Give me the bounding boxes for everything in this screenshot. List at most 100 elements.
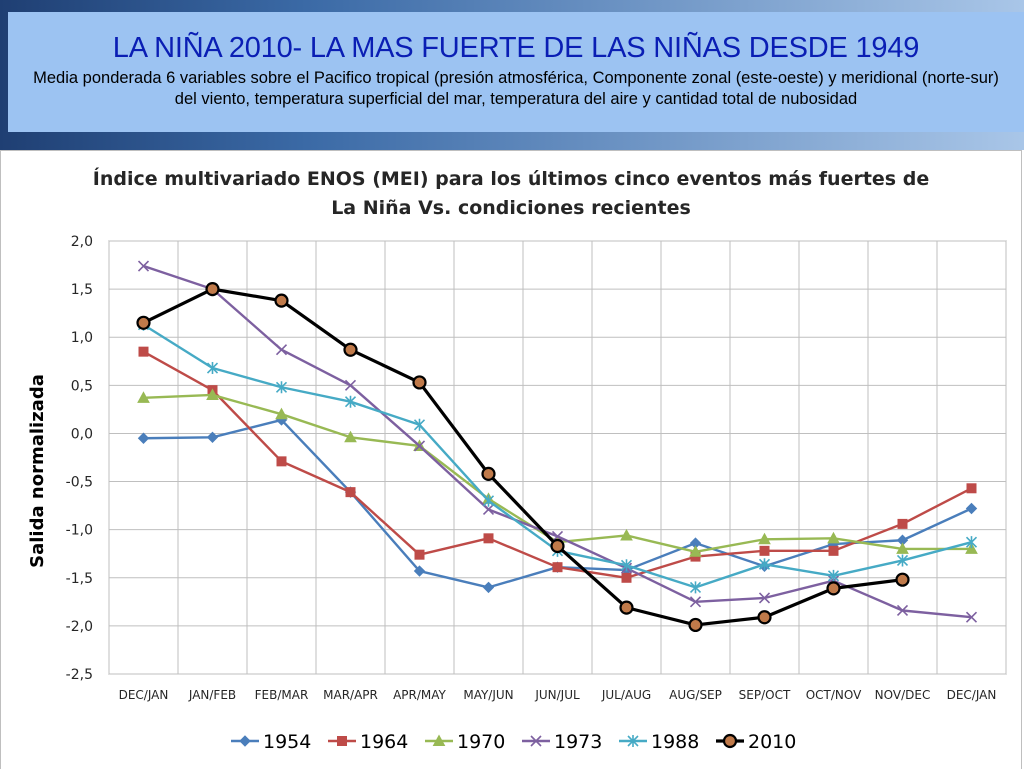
square-shape [759,545,770,556]
slide-subtitle: Media ponderada 6 variables sobre el Pac… [33,69,999,108]
triangle-marker [344,430,357,443]
x-shape [413,440,426,452]
y-tick-label: -0,5 [66,475,93,491]
x-shape [137,260,150,272]
square-shape [483,533,494,544]
star-marker [758,558,771,571]
x-marker [530,735,542,747]
triangle-marker [965,542,978,554]
circle-shape [412,375,427,390]
triangle-shape [827,531,840,544]
circle-marker [343,342,358,357]
legend-item-1964: 1964 [328,731,408,753]
star-shape [827,569,840,582]
slide-title: LA NIÑA 2010- LA MAS FUERTE DE LAS NIÑAS… [112,32,920,64]
mei-line-chart: 2,0 1,5 1,0 0,5 0,0 -0,5 -1,0 -1,5 -2,0 -2,5 DEC/J… [27,167,1007,753]
circle-marker [722,733,738,749]
x-marker [275,344,288,356]
circle-marker [688,617,703,633]
square-marker [483,533,494,544]
square-marker [414,549,425,560]
star-shape [482,494,495,507]
triangle-marker [620,528,633,541]
square-marker [759,545,770,556]
star-marker [344,395,357,408]
diamond-marker [137,432,150,444]
plot-area: 2,0 1,5 1,0 0,5 0,0 -0,5 -1,0 -1,5 -2,0 -2,5 DEC/J… [66,234,1007,702]
star-shape [896,554,909,567]
x-marker [965,611,978,623]
legend-item-1970: 1970 [425,731,505,753]
star-marker [482,494,495,507]
series-line-2010 [142,287,903,627]
x-tick-label: NOV/DEC [875,688,931,702]
square-shape [337,736,347,746]
diamond-shape [413,565,426,577]
y-tick-label: -1,0 [66,523,93,539]
diamond-marker [206,431,219,444]
star-shape [965,536,978,549]
diamond-marker [239,735,251,747]
square-shape [552,562,563,573]
circle-marker [274,293,289,308]
triangle-shape [965,542,978,554]
square-shape [276,456,287,467]
triangle-shape [620,528,633,541]
y-tick-label: -2,0 [66,619,93,635]
star-marker [827,569,840,582]
circle-marker [757,610,772,625]
square-shape [621,572,632,583]
y-tick-label: -2,5 [66,667,93,683]
chart-frame: 2,0 1,5 1,0 0,5 0,0 -0,5 -1,0 -1,5 -2,0 -2,5 DEC/J… [0,150,1022,769]
x-marker [344,379,357,391]
x-tick-label: DEC/JAN [119,688,169,702]
triangle-marker [896,542,909,554]
triangle-marker [758,532,771,545]
legend-label: 1954 [263,731,311,753]
plot-background [108,240,1007,675]
y-tick-label: 1,0 [71,330,93,346]
x-shape [275,344,288,356]
triangle-marker [137,391,150,403]
x-shape [896,604,909,617]
circle-shape [274,293,289,308]
x-shape [551,530,564,542]
legend-item-2010: 2010 [716,731,796,753]
x-tick-label: APR/MAY [393,688,446,702]
triangle-shape [344,430,357,443]
star-shape [275,381,288,394]
x-shape [344,379,357,391]
triangle-marker [689,545,702,557]
diamond-marker [413,565,426,577]
square-shape [828,545,839,556]
x-marker [137,260,150,272]
x-shape [758,592,771,604]
star-marker [620,559,633,572]
circle-marker [205,282,220,297]
x-tick-label: FEB/MAR [255,688,309,702]
x-marker [689,596,702,608]
x-tick-label: DEC/JAN [947,688,997,702]
triangle-shape [137,391,150,403]
star-shape [620,559,633,572]
x-tick-label: JUL/AUG [601,688,651,702]
x-shape [965,611,978,623]
circle-shape [343,342,358,357]
circle-shape [722,733,738,749]
square-shape [966,483,977,494]
chart-title-line-2: La Niña Vs. condiciones recientes [331,197,691,219]
circle-shape [757,610,772,625]
x-marker [413,440,426,452]
x-shape [689,596,702,608]
x-marker [758,592,771,604]
star-marker [206,362,219,375]
y-axis-label: Salida normalizada [27,374,48,568]
x-shape [482,503,495,516]
diamond-shape [965,502,978,515]
square-marker [276,456,287,467]
star-marker [965,536,978,549]
chart-title-line-1: Índice multivariado ENOS (MEI) para los … [93,167,929,190]
square-marker [337,736,347,746]
legend-item-1954: 1954 [231,731,311,753]
slide-header: LA NIÑA 2010- LA MAS FUERTE DE LAS NIÑAS… [8,12,1024,132]
